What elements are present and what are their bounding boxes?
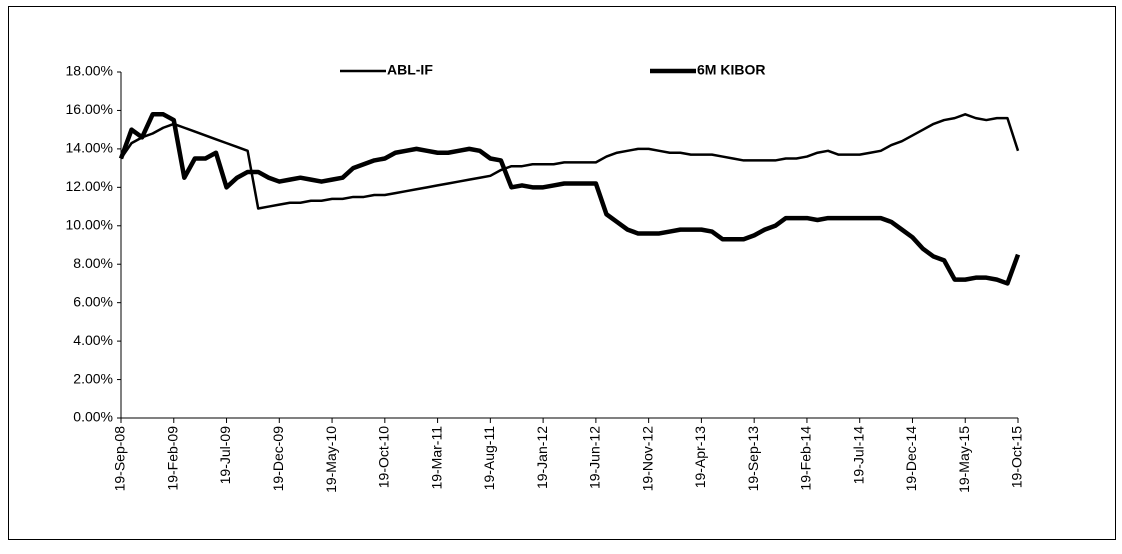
x-tick-label: 19-Dec-14 (903, 426, 919, 492)
x-tick-label: 19-Sep-13 (745, 426, 761, 492)
y-tick-label: 12.00% (66, 178, 113, 194)
x-tick-label: 19-Dec-09 (270, 426, 286, 492)
x-tick-label: 19-Mar-11 (428, 426, 444, 490)
x-tick-label: 19-Oct-15 (1009, 426, 1025, 488)
y-tick-label: 4.00% (73, 332, 113, 348)
legend-label: 6M KIBOR (697, 62, 765, 78)
x-tick-label: 19-May-10 (323, 426, 339, 493)
x-tick-label: 19-May-15 (956, 426, 972, 493)
y-tick-label: 16.00% (66, 101, 113, 117)
x-tick-label: 19-Aug-11 (481, 426, 497, 491)
legend-label: ABL-IF (387, 62, 433, 78)
x-tick-label: 19-Oct-10 (376, 426, 392, 488)
x-tick-label: 19-Jan-12 (534, 426, 550, 489)
x-tick-label: 19-Jun-12 (587, 426, 603, 489)
x-tick-label: 19-Feb-14 (798, 426, 814, 491)
y-tick-label: 2.00% (73, 370, 113, 386)
y-tick-label: 0.00% (73, 409, 113, 425)
x-tick-label: 19-Jul-14 (850, 426, 866, 485)
y-tick-label: 14.00% (66, 140, 113, 156)
y-tick-label: 10.00% (66, 216, 113, 232)
x-tick-label: 19-Jul-09 (217, 426, 233, 485)
y-tick-label: 18.00% (66, 63, 113, 79)
y-tick-label: 8.00% (73, 255, 113, 271)
x-tick-label: 19-Apr-13 (692, 426, 708, 488)
series-line (119, 113, 1020, 210)
series-line (118, 112, 1021, 286)
y-tick-label: 6.00% (73, 293, 113, 309)
chart-border (8, 6, 1116, 540)
x-tick-label: 19-Sep-08 (112, 426, 128, 492)
x-tick-label: 19-Nov-12 (639, 426, 655, 492)
x-tick-label: 19-Feb-09 (164, 426, 180, 491)
